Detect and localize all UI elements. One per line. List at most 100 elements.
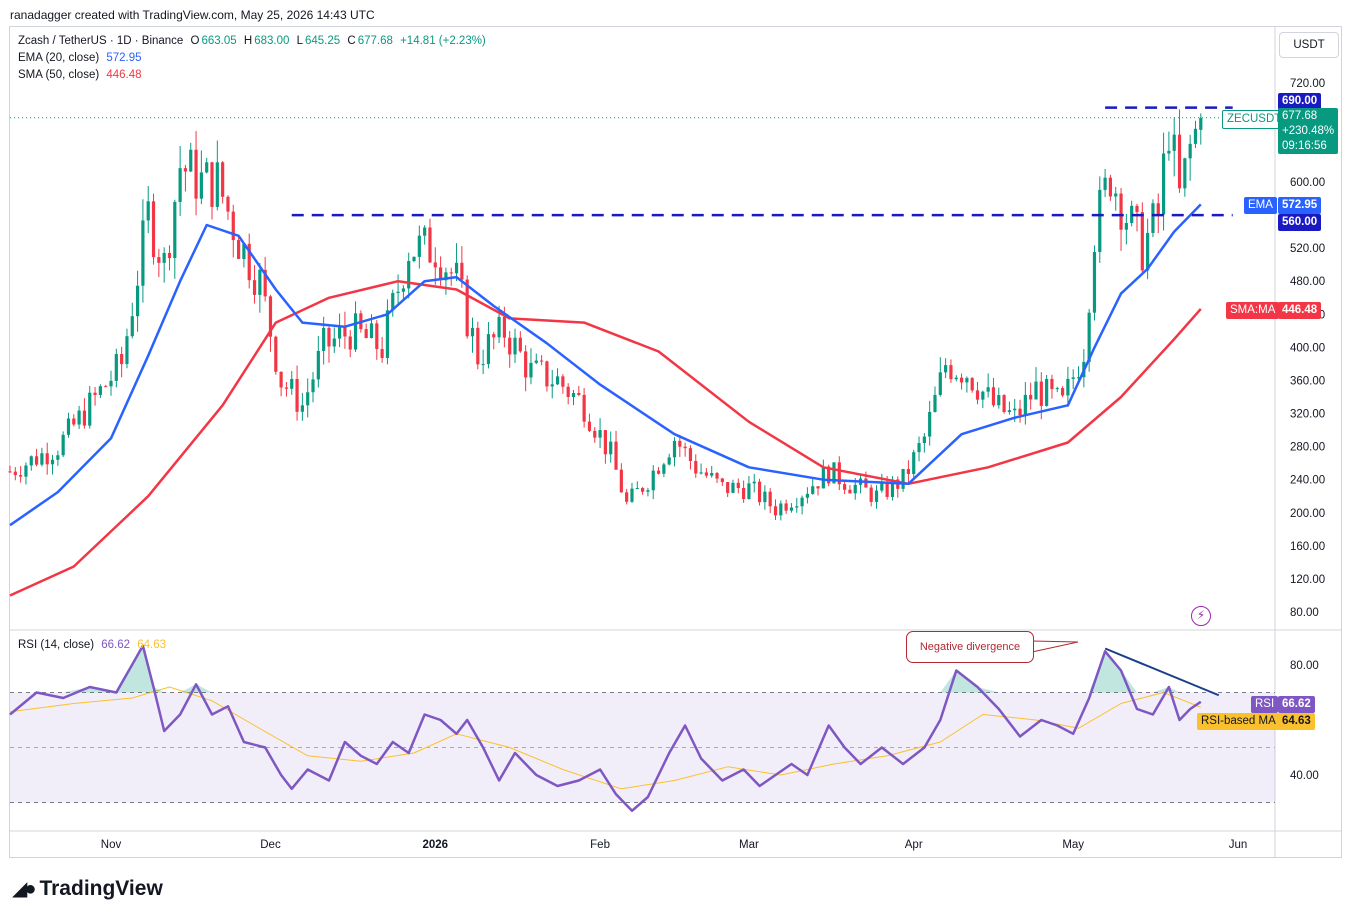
- candle: [683, 442, 687, 457]
- candle: [178, 145, 182, 216]
- candle: [481, 349, 485, 375]
- candle: [290, 371, 294, 395]
- candle-body: [194, 149, 198, 199]
- candle: [811, 478, 815, 495]
- candle: [396, 274, 400, 304]
- candle: [720, 477, 724, 486]
- candle-body: [252, 280, 257, 295]
- candle-body: [1172, 134, 1176, 151]
- candle: [417, 225, 421, 269]
- candle: [8, 465, 12, 473]
- candle-body: [88, 392, 92, 426]
- candle: [157, 248, 161, 278]
- candle-body: [50, 459, 55, 465]
- candle: [236, 236, 241, 260]
- chart-canvas[interactable]: 720.00600.00520.00480.00440.00400.00360.…: [0, 0, 1354, 870]
- candle: [651, 465, 655, 500]
- candle: [571, 389, 576, 406]
- candle-body: [167, 252, 172, 259]
- candle-body: [274, 336, 278, 372]
- candle-body: [327, 327, 331, 347]
- candle: [1140, 202, 1144, 273]
- rsi-overbought-fill: [1168, 687, 1180, 693]
- candle-body: [614, 441, 618, 470]
- candle: [66, 412, 71, 438]
- candle-body: [736, 482, 740, 489]
- candle: [343, 311, 347, 349]
- candle: [513, 328, 517, 363]
- candle: [135, 270, 140, 332]
- candle-body: [236, 240, 241, 259]
- candle-body: [423, 227, 427, 236]
- candle: [252, 265, 257, 304]
- rsi-ma-legend-value: 64.63: [137, 639, 167, 651]
- candle: [635, 481, 639, 490]
- candle: [614, 430, 618, 470]
- candle: [274, 335, 278, 375]
- price-axis-tick: 160.00: [1290, 541, 1325, 553]
- candle: [848, 485, 852, 494]
- candle-body: [300, 405, 304, 412]
- candle: [454, 243, 459, 282]
- candle-body: [752, 481, 756, 484]
- candle: [731, 479, 735, 494]
- candle-body: [540, 360, 544, 362]
- alert-icon[interactable]: ⚡: [1191, 606, 1211, 626]
- candle: [641, 486, 645, 495]
- candle-body: [1119, 193, 1123, 230]
- candle-body: [199, 172, 203, 199]
- candle: [1098, 176, 1102, 263]
- candle-body: [1114, 193, 1118, 197]
- candle-body: [922, 436, 926, 444]
- time-axis-tick: Dec: [260, 839, 281, 851]
- candle: [970, 377, 974, 393]
- candle: [896, 476, 900, 498]
- candle-body: [151, 201, 156, 258]
- candle: [24, 462, 28, 485]
- candle: [587, 413, 592, 433]
- candle-body: [1135, 205, 1139, 213]
- candle-body: [795, 506, 799, 508]
- tradingview-logo-icon: ◢●: [12, 878, 37, 900]
- symbol-legend: Zcash / TetherUS · 1D · Binance O 663.05 …: [18, 35, 486, 47]
- candle-body: [141, 220, 145, 286]
- candle-body: [928, 411, 932, 437]
- candle-body: [268, 296, 273, 337]
- candle-body: [1108, 177, 1113, 197]
- divergence-trendline: [1104, 647, 1220, 697]
- tradingview-logo-text: TradingView: [39, 876, 163, 900]
- candle-body: [582, 394, 586, 422]
- candle-body: [944, 365, 948, 373]
- candle-body: [1092, 251, 1097, 313]
- time-axis-tick: Mar: [739, 839, 759, 851]
- candle-body: [784, 503, 788, 511]
- divergence-annotation[interactable]: Negative divergence: [906, 631, 1034, 663]
- currency-button[interactable]: USDT: [1279, 32, 1339, 58]
- candle: [789, 503, 794, 513]
- candle-body: [630, 488, 634, 502]
- tradingview-logo[interactable]: ◢● TradingView: [12, 876, 163, 901]
- candle-body: [587, 421, 592, 431]
- candle: [1023, 382, 1027, 425]
- candle-body: [890, 479, 895, 497]
- candle-body: [231, 211, 235, 241]
- rsi-axis-tick: 80.00: [1290, 660, 1319, 672]
- candle: [959, 373, 964, 390]
- candle-body: [917, 443, 921, 453]
- candle-body: [13, 471, 17, 476]
- candle: [1018, 399, 1022, 423]
- price-axis-tick: 280.00: [1290, 442, 1325, 454]
- candle-body: [72, 418, 76, 425]
- candle: [938, 357, 942, 397]
- candle-body: [667, 457, 671, 465]
- candle: [476, 321, 480, 370]
- candle-body: [497, 316, 501, 338]
- candle: [598, 418, 602, 449]
- candle: [1119, 188, 1123, 251]
- candle: [763, 485, 767, 510]
- candle: [524, 345, 528, 392]
- price-axis-tick: 320.00: [1290, 409, 1325, 421]
- candle: [29, 455, 33, 471]
- candle: [19, 466, 23, 483]
- candle: [550, 369, 554, 399]
